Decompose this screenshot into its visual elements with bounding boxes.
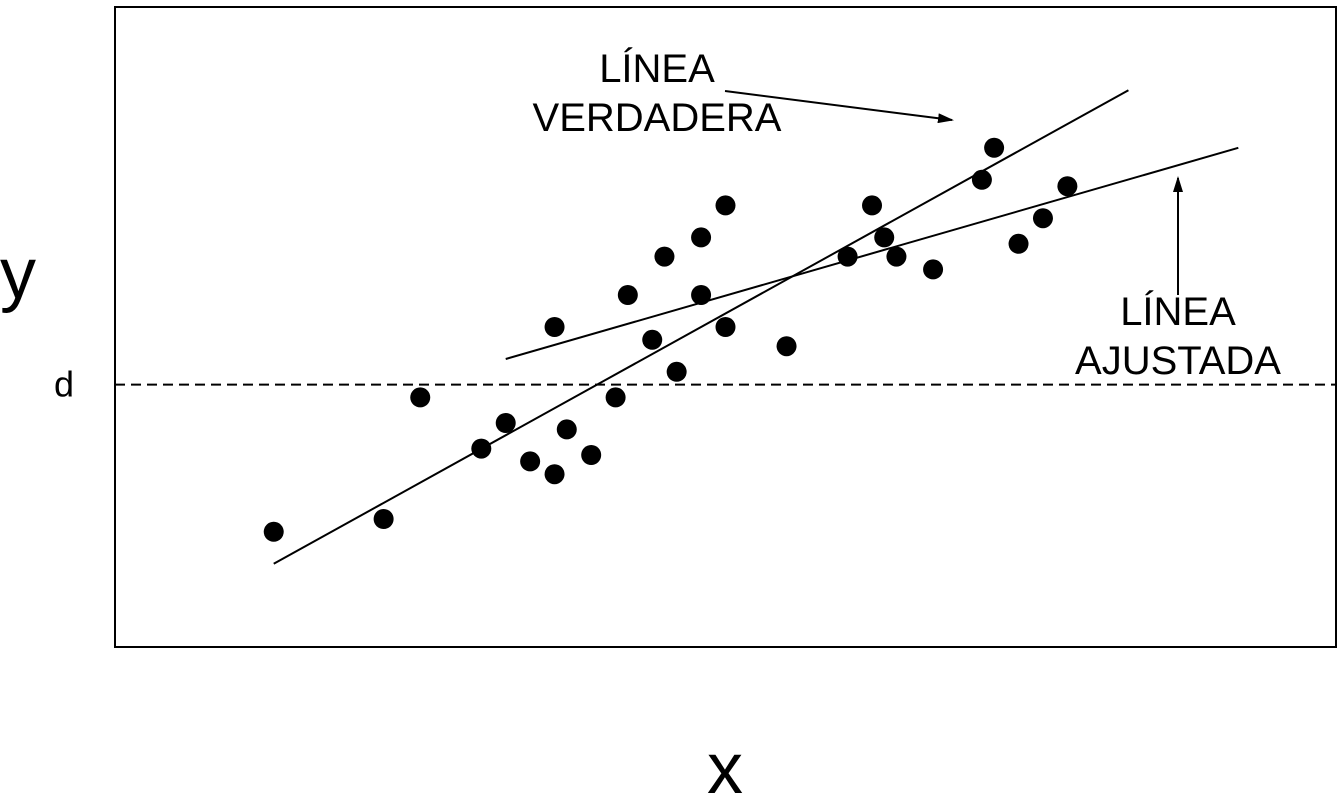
data-point-24 — [886, 246, 907, 267]
plot-frame — [114, 6, 1337, 648]
annotation-fitted-line-2: AJUSTADA — [1075, 339, 1281, 383]
reference-label-d: d — [54, 364, 74, 405]
data-point-5 — [495, 413, 516, 433]
data-point-15 — [666, 361, 687, 382]
data-point-13 — [642, 329, 663, 350]
annotation-fitted-line-1: LÍNEA — [1120, 289, 1236, 334]
data-point-28 — [1008, 233, 1029, 254]
data-point-20 — [776, 336, 797, 357]
annotation-true-line-1: LÍNEA — [599, 46, 715, 91]
data-point-10 — [581, 445, 602, 465]
data-point-2 — [373, 509, 394, 529]
data-point-4 — [471, 438, 492, 459]
data-point-1 — [263, 521, 284, 542]
data-point-12 — [617, 285, 638, 305]
data-points — [263, 137, 1078, 542]
annotation-true-line-2: VERDADERA — [533, 96, 782, 140]
data-point-17 — [691, 285, 712, 305]
data-point-7 — [544, 464, 565, 485]
data-point-30 — [1057, 176, 1078, 197]
data-point-21 — [837, 246, 858, 267]
data-point-29 — [1032, 208, 1053, 229]
fitted-line — [505, 146, 1239, 360]
data-point-22 — [862, 195, 883, 216]
data-point-23 — [874, 227, 895, 248]
data-point-18 — [715, 317, 736, 337]
data-point-8 — [544, 317, 565, 337]
data-point-9 — [556, 419, 577, 440]
data-point-19 — [715, 195, 736, 216]
arrow-to-true-line — [724, 90, 954, 124]
x-axis-label: x — [707, 729, 743, 806]
data-point-26 — [971, 169, 992, 190]
data-point-16 — [691, 227, 712, 248]
data-point-3 — [410, 387, 431, 408]
data-point-6 — [520, 451, 541, 472]
data-point-27 — [984, 137, 1005, 158]
y-axis-label: y — [0, 234, 36, 314]
true-line — [273, 89, 1129, 565]
data-point-11 — [605, 387, 626, 408]
data-point-25 — [923, 259, 944, 280]
data-point-14 — [654, 246, 675, 267]
